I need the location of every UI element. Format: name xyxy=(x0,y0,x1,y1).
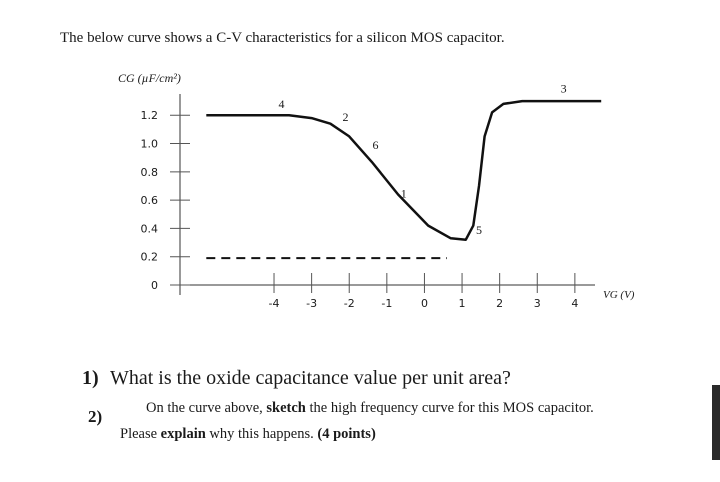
edge-shadow xyxy=(712,385,720,460)
y-tick-label: 1.0 xyxy=(141,138,159,151)
curve xyxy=(206,99,602,241)
x-axis-label: VG (V) xyxy=(603,289,635,301)
text-run: What is the oxide capacitance value per … xyxy=(110,367,511,389)
x-tick-label: 3 xyxy=(534,297,541,310)
y-tick-label: 0.2 xyxy=(141,251,159,264)
x-tick-label: 2 xyxy=(496,297,503,310)
point-label: 4 xyxy=(279,97,285,111)
y-tick-label: 0 xyxy=(151,279,158,292)
question-number: 1) xyxy=(82,367,99,389)
point-label: 1 xyxy=(401,186,407,200)
question-number: 2) xyxy=(88,407,102,426)
question-text: Please explain why this happens. (4 poin… xyxy=(120,426,376,442)
text-run: why this happens. xyxy=(206,426,318,442)
y-tick-label: 0.8 xyxy=(141,166,159,179)
x-tick-label: 0 xyxy=(421,297,428,310)
y-tick-label: 0.6 xyxy=(141,194,159,207)
x-tick-label: 1 xyxy=(459,297,466,310)
question-text: On the curve above, sketch the high freq… xyxy=(146,400,594,416)
text-run: On the curve above, xyxy=(146,400,266,416)
text-run: the high frequency curve for this MOS ca… xyxy=(306,400,594,416)
x-tick-label: 4 xyxy=(571,297,578,310)
x-tick-label: -2 xyxy=(344,297,355,310)
x-tick-label: -4 xyxy=(269,297,280,310)
point-label: 2 xyxy=(342,110,348,124)
text-run: sketch xyxy=(266,400,305,416)
point-label: 6 xyxy=(373,138,379,152)
x-tick-label: -3 xyxy=(306,297,317,310)
title: The below curve shows a C-V characterist… xyxy=(60,30,505,46)
text-run: (4 points) xyxy=(317,426,376,442)
text-run: explain xyxy=(161,426,206,442)
x-tick-label: -1 xyxy=(381,297,392,310)
y-axis-label: CG (µF/cm²) xyxy=(118,71,181,85)
question-text: What is the oxide capacitance value per … xyxy=(110,367,511,389)
point-label: 3 xyxy=(561,82,567,96)
questions: 1) What is the oxide capacitance value pe… xyxy=(82,367,594,442)
y-tick-label: 0.4 xyxy=(141,222,159,235)
chart: 0 0.2 0.4 0.6 0.8 1.0 1.2 -4 -3 -2 -1 0 1 2 3 4 4 2 6 1 5 3 xyxy=(141,82,602,310)
y-tick-label: 1.2 xyxy=(141,109,159,122)
text-run: Please xyxy=(120,426,161,442)
point-label: 5 xyxy=(476,223,482,237)
